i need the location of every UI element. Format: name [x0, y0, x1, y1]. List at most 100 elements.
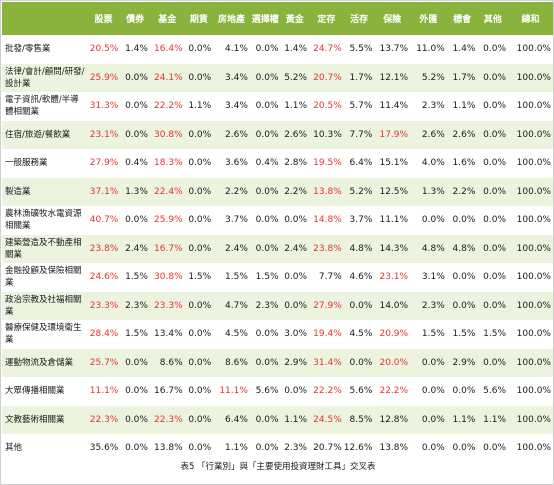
table-cell: 14.0%	[379, 300, 409, 311]
table-cell: 24.5%	[313, 414, 342, 425]
table-cell: 100.0%	[516, 329, 551, 340]
table-cell: 0.0%	[188, 158, 212, 169]
table-cell: 8.6%	[225, 357, 248, 368]
table-cell: 2.9%	[284, 357, 308, 368]
table-cell: 20.7%	[313, 72, 342, 83]
table-cell: 0.0%	[125, 101, 148, 112]
table-cell: 0.0%	[188, 414, 212, 425]
table-cell: 19.5%	[313, 158, 342, 169]
table-caption: 表5 「行業別」與「主要使用投資理財工具」交叉表	[180, 462, 376, 472]
table-cell: 20.0%	[379, 357, 409, 368]
table-cell: 100.0%	[516, 158, 551, 169]
table-cell: 27.9%	[313, 300, 342, 311]
row-label: 其他	[5, 443, 23, 454]
table-cell: 8.5%	[349, 414, 373, 425]
table-cell: 0.0%	[255, 186, 279, 197]
table-cell: 37.1%	[89, 186, 119, 197]
table-cell: 4.8%	[452, 243, 476, 254]
table-cell: 0.0%	[188, 44, 212, 55]
table-cell: 23.3%	[89, 300, 119, 311]
table-row: 法律/會計/顧問/研發/設計業 25.9% 0.0% 24.1% 0.0% 3.4% 0.0…	[2, 63, 553, 92]
row-label: 一般服務業	[5, 158, 48, 169]
table-cell: 0.0%	[349, 300, 373, 311]
table-cell: 0.0%	[255, 357, 279, 368]
table-cell: 0.0%	[255, 443, 279, 454]
table-cell: 0.0%	[483, 243, 507, 254]
table-cell: 0.0%	[284, 386, 308, 397]
table-cell: 24.6%	[89, 272, 119, 283]
table-cell: 0.0%	[483, 72, 507, 83]
table-cell: 16.7%	[154, 386, 183, 397]
table-cell: 0.4%	[125, 158, 148, 169]
table-cell: 0.0%	[483, 357, 507, 368]
table-row: 住宿/旅遊/餐飲業 23.1% 0.0% 30.8% 0.0% 2.6% 0.0% 2.6% 1…	[2, 120, 553, 149]
table-row: 金融投顧及保險相關業 24.6% 1.5% 30.8% 1.5% 1.5% 1.5% 0.0%…	[2, 263, 553, 292]
table-cell: 2.3%	[125, 300, 148, 311]
table-cell: 0.0%	[188, 129, 212, 140]
table-cell: 0.0%	[421, 357, 445, 368]
table-cell: 0.0%	[421, 414, 445, 425]
table-cell: 28.4%	[89, 329, 119, 340]
table-cell: 4.1%	[225, 44, 248, 55]
table-cell: 20.5%	[313, 101, 342, 112]
table-cell: 0.0%	[255, 329, 279, 340]
table-cell: 14.3%	[379, 243, 409, 254]
table-cell: 0.0%	[188, 329, 212, 340]
table-cell: 11.0%	[416, 44, 445, 55]
table-cell: 1.5%	[125, 329, 148, 340]
table-cell: 22.2%	[313, 386, 342, 397]
table-cell: 1.4%	[452, 44, 476, 55]
table-cell: 23.1%	[89, 129, 119, 140]
column-header: 股票	[94, 15, 113, 25]
row-label: 金融投顧及保險相關業	[5, 266, 82, 289]
table-cell: 2.3%	[284, 443, 308, 454]
table-cell: 0.0%	[483, 158, 507, 169]
table-cell: 23.8%	[89, 243, 119, 254]
table-cell: 3.4%	[225, 72, 248, 83]
table-cell: 1.1%	[452, 414, 476, 425]
table-cell: 4.6%	[349, 272, 373, 283]
table-cell: 0.0%	[255, 215, 279, 226]
table-cell: 100.0%	[516, 243, 551, 254]
crosstab-table: 股票 債券 基金 期貨 房地產 選擇權 黃金 定存 活存 保險 外匯 標會 其他 總和 批發/零售業 20.…	[2, 2, 553, 463]
column-header: 期貨	[189, 15, 208, 25]
column-header: 外匯	[419, 15, 438, 25]
table-cell: 1.1%	[452, 101, 476, 112]
table-cell: 12.1%	[379, 72, 409, 83]
table-cell: 5.2%	[421, 72, 445, 83]
row-label: 醫療保健及環境衛生業	[5, 323, 82, 346]
table-cell: 11.4%	[379, 101, 409, 112]
header-corner	[2, 2, 87, 35]
table-cell: 0.0%	[188, 215, 212, 226]
table-cell: 1.7%	[452, 72, 476, 83]
table-cell: 27.9%	[89, 158, 119, 169]
table-cell: 6.4%	[349, 158, 373, 169]
table-cell: 0.0%	[125, 72, 148, 83]
table-cell: 0.0%	[188, 443, 212, 454]
table-cell: 0.0%	[284, 215, 308, 226]
table-cell: 23.8%	[313, 243, 342, 254]
table-cell: 24.7%	[313, 44, 342, 55]
table-cell: 22.2%	[379, 386, 409, 397]
table-cell: 0.0%	[452, 386, 476, 397]
table-cell: 2.4%	[284, 243, 308, 254]
table-cell: 3.7%	[349, 215, 373, 226]
table-row: 農林漁礦牧水電資源相關業 40.7% 0.0% 25.9% 0.0% 3.7% 0.0% 0.…	[2, 206, 553, 235]
table-cell: 0.0%	[284, 300, 308, 311]
table-cell: 13.4%	[154, 329, 183, 340]
table-cell: 0.0%	[255, 72, 279, 83]
table-cell: 12.5%	[379, 186, 409, 197]
table-cell: 15.1%	[379, 158, 409, 169]
table-cell: 100.0%	[516, 186, 551, 197]
table-row: 建築營造及不動產相關業 23.8% 2.4% 16.7% 0.0% 2.4% 0.0% 2.4…	[2, 234, 553, 263]
column-header: 總和	[521, 15, 540, 25]
table-cell: 0.0%	[452, 300, 476, 311]
table-cell: 100.0%	[516, 443, 551, 454]
table-cell: 1.5%	[452, 329, 476, 340]
table-row: 大眾傳播相關業 11.1% 0.0% 16.7% 0.0% 11.1% 5.6% 0.0% 22…	[2, 377, 553, 406]
table-cell: 13.8%	[313, 186, 342, 197]
table-cell: 0.0%	[125, 414, 148, 425]
table-cell: 40.7%	[89, 215, 119, 226]
table-cell: 1.4%	[284, 44, 308, 55]
table-cell: 2.3%	[255, 300, 279, 311]
